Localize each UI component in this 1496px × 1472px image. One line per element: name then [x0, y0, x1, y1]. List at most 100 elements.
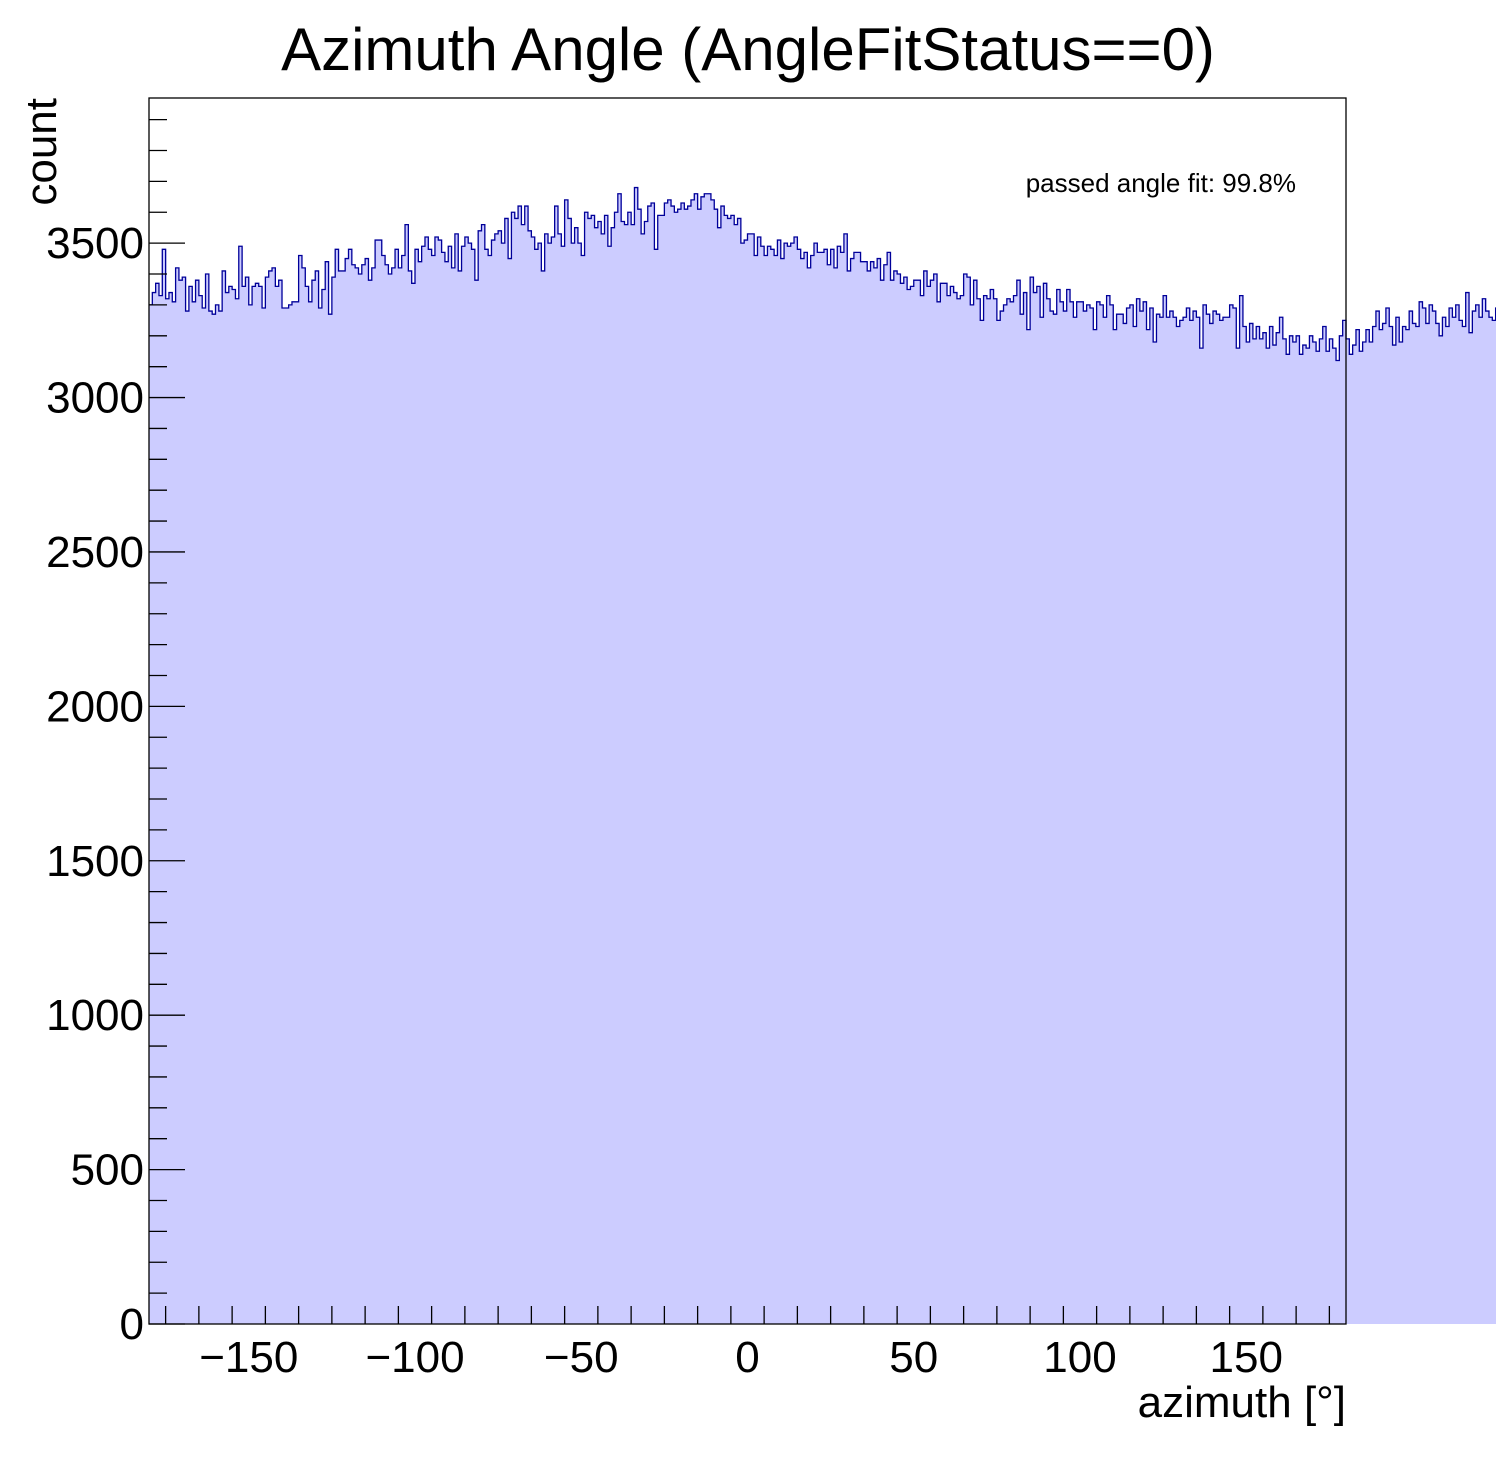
histogram-bin: [225, 292, 230, 1324]
histogram-bin: [760, 246, 765, 1325]
histogram-bin: [152, 292, 157, 1324]
histogram-bin: [677, 209, 682, 1324]
histogram-bin: [1306, 348, 1311, 1324]
histogram-bin: [737, 218, 742, 1325]
histogram-bin: [727, 218, 732, 1325]
histogram-bin: [1060, 301, 1064, 1325]
histogram-bin: [182, 277, 187, 1325]
histogram-bin: [1369, 341, 1374, 1324]
x-tick-label: 100: [1043, 1333, 1116, 1382]
histogram-bin: [863, 261, 868, 1324]
histogram-bin: [528, 230, 532, 1325]
histogram-bin: [458, 270, 463, 1325]
histogram-bin: [1309, 335, 1314, 1324]
histogram-bin: [1395, 317, 1400, 1324]
histogram-bin: [1206, 314, 1211, 1325]
histogram-bin: [1010, 301, 1015, 1325]
histogram-bin: [331, 277, 336, 1325]
x-axis-label: azimuth [°]: [1138, 1378, 1346, 1427]
histogram-bin: [175, 267, 180, 1324]
histogram-bin: [1199, 348, 1204, 1324]
histogram-bin: [1425, 323, 1430, 1324]
histogram-bin: [970, 304, 975, 1324]
histogram-bin: [291, 301, 296, 1325]
histogram-bin: [1016, 280, 1021, 1324]
histogram-bin: [1043, 283, 1048, 1324]
histogram-bin: [1179, 320, 1184, 1324]
histogram-bin: [252, 286, 256, 1325]
histogram-bin: [983, 295, 988, 1324]
histogram-bin: [947, 295, 951, 1324]
histogram-bin: [1262, 332, 1267, 1324]
histogram-bin: [1136, 298, 1141, 1324]
histogram-bin: [1488, 317, 1493, 1324]
histogram-bin: [195, 280, 200, 1324]
histogram-bin: [857, 252, 862, 1324]
histogram-bin: [471, 249, 476, 1324]
histogram-bin: [1372, 326, 1377, 1324]
histogram-bin: [780, 258, 785, 1325]
histogram-bin: [667, 199, 672, 1325]
histogram-bin: [747, 233, 752, 1324]
histogram-bin: [461, 246, 466, 1325]
histogram-bin: [205, 274, 210, 1325]
histogram-bin: [647, 206, 652, 1324]
histogram-bin: [1013, 295, 1018, 1324]
histogram-bin: [1033, 292, 1038, 1324]
histogram-bin: [1156, 314, 1161, 1325]
histogram-bin: [1249, 323, 1254, 1324]
histogram-bin: [1053, 314, 1058, 1325]
histogram-bin: [1176, 326, 1181, 1324]
histogram-bin: [1146, 329, 1151, 1325]
histogram-bin: [1163, 295, 1168, 1324]
histogram-bin: [644, 221, 649, 1324]
histogram-bin: [787, 246, 792, 1325]
histogram-bin: [428, 249, 433, 1324]
histogram-bin: [424, 236, 429, 1324]
histogram-bin: [149, 304, 153, 1324]
histogram-bin: [1485, 311, 1490, 1324]
histogram-bin: [1272, 345, 1277, 1325]
histogram-bin: [1302, 345, 1307, 1325]
histogram-bin: [418, 261, 423, 1324]
histogram-bin: [624, 224, 629, 1324]
histogram-bin: [385, 264, 389, 1324]
histogram-bin: [1355, 329, 1360, 1325]
histogram-bin: [817, 252, 822, 1324]
x-tick-label: 0: [735, 1333, 759, 1382]
histogram-bin: [1093, 329, 1098, 1325]
histogram-bin: [431, 255, 436, 1324]
histogram-bin: [730, 215, 735, 1325]
histogram-bin: [355, 267, 360, 1324]
histogram-bin: [288, 304, 293, 1324]
histogram-bin: [554, 206, 559, 1324]
histogram-bin: [710, 199, 715, 1325]
histogram-bin: [966, 277, 971, 1325]
histogram-bin: [1329, 338, 1334, 1324]
histogram-bin: [1332, 348, 1337, 1324]
histogram-bin: [1296, 335, 1301, 1324]
histogram-bin: [557, 233, 562, 1324]
histogram-bin: [341, 270, 346, 1325]
histogram-bin: [1216, 314, 1221, 1325]
histogram-bin: [671, 206, 675, 1324]
histogram-bin: [1432, 311, 1437, 1324]
histogram-bin: [1006, 298, 1011, 1324]
histogram-bin: [724, 215, 729, 1325]
histogram-bin: [1482, 298, 1487, 1324]
histogram-bin: [494, 233, 499, 1324]
histogram-bin: [1269, 326, 1274, 1324]
histogram-bin: [577, 243, 582, 1325]
histogram-bin: [767, 246, 772, 1325]
histogram-bin: [1050, 311, 1054, 1324]
histogram-bin: [1193, 311, 1197, 1324]
histogram-bin: [953, 292, 958, 1324]
histogram-bin: [1259, 338, 1264, 1324]
histogram-bin: [262, 307, 266, 1324]
histogram-bin: [641, 233, 646, 1324]
histogram-bin: [794, 236, 798, 1324]
histogram-bin: [311, 280, 316, 1324]
histogram-bin: [584, 212, 589, 1324]
histogram-bin: [405, 224, 409, 1324]
histogram-bin: [162, 249, 167, 1324]
